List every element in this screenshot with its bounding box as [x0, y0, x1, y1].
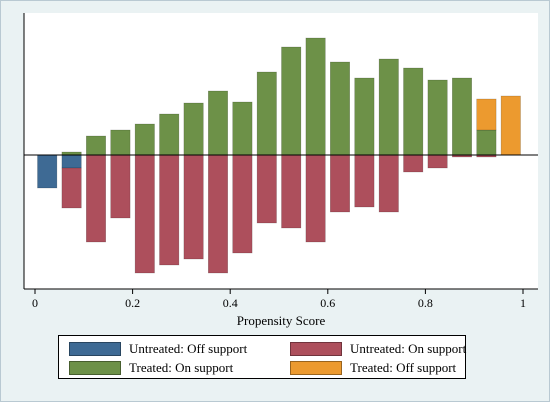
legend-swatch-untreated-off: [69, 342, 121, 356]
legend-swatch-treated-on: [69, 361, 121, 375]
x-tick-label-2: 0.4: [223, 296, 238, 310]
bar-untreated-on-support-10: [281, 154, 302, 229]
bar-untreated-on-support-12: [329, 154, 350, 213]
bar-untreated-on-support-16: [427, 154, 448, 169]
bar-treated-on-support-2: [86, 135, 107, 156]
bar-treated-on-support-11: [305, 37, 326, 156]
bar-treated-on-support-13: [354, 77, 375, 156]
bar-treated-on-support-5: [159, 113, 180, 156]
bar-treated-on-support-14: [378, 58, 399, 156]
bar-treated-on-support-12: [329, 61, 350, 156]
bar-untreated-on-support-8: [232, 154, 253, 254]
bar-untreated-on-support-3: [110, 154, 131, 219]
legend-label-untreated-off: Untreated: Off support: [129, 341, 248, 356]
x-tick-label-3: 0.6: [320, 296, 335, 310]
legend-label-treated-off: Treated: Off support: [350, 360, 457, 375]
bar-untreated-on-support-2: [86, 154, 107, 243]
x-ticks-layer: 0 0.2 0.4 0.6 0.8 1: [32, 289, 526, 310]
x-tick-label-5: 1: [520, 296, 526, 310]
bar-untreated-on-support-11: [305, 154, 326, 243]
bar-untreated-on-support-15: [403, 154, 424, 173]
x-axis-label: Propensity Score: [237, 313, 326, 328]
bar-treated-on-support-3: [110, 129, 131, 156]
bar-untreated-on-support-9: [256, 154, 277, 224]
bar-treated-on-support-10: [281, 46, 302, 156]
bar-treated-on-support-18: [476, 129, 497, 156]
x-tick-label-0: 0: [32, 296, 38, 310]
bar-untreated-on-support-6: [183, 154, 204, 260]
bar-treated-on-support-17: [451, 77, 472, 156]
bar-treated-on-support-4: [134, 123, 155, 156]
bar-untreated-on-support-14: [378, 154, 399, 213]
bar-untreated-on-support-5: [159, 154, 180, 266]
bar-treated-off-support-19: [500, 95, 521, 156]
bar-untreated-on-support-13: [354, 154, 375, 208]
bar-treated-off-support-18: [476, 98, 497, 131]
bar-untreated-off-support-0: [37, 154, 58, 189]
x-tick-label-4: 0.8: [418, 296, 433, 310]
bar-untreated-on-support-4: [134, 154, 155, 274]
bar-treated-on-support-16: [427, 79, 448, 156]
bar-untreated-on-support-1: [61, 167, 82, 209]
bar-treated-on-support-15: [403, 67, 424, 156]
histogram-chart: 0 0.2 0.4 0.6 0.8 1 Propensity Score: [23, 13, 538, 328]
bar-treated-on-support-6: [183, 102, 204, 156]
bar-untreated-off-support-1: [61, 154, 82, 169]
legend: Untreated: Off support Untreated: On sup…: [58, 335, 466, 379]
x-tick-label-1: 0.2: [125, 296, 140, 310]
bar-untreated-on-support-7: [208, 154, 229, 274]
bars-layer: [37, 37, 521, 274]
bar-treated-on-support-8: [232, 101, 253, 156]
legend-swatch-untreated-on: [290, 342, 342, 356]
bar-treated-on-support-9: [256, 71, 277, 156]
legend-label-untreated-on: Untreated: On support: [350, 341, 467, 356]
legend-swatch-treated-off: [290, 361, 342, 375]
bar-treated-on-support-7: [208, 90, 229, 156]
legend-label-treated-on: Treated: On support: [129, 360, 234, 375]
